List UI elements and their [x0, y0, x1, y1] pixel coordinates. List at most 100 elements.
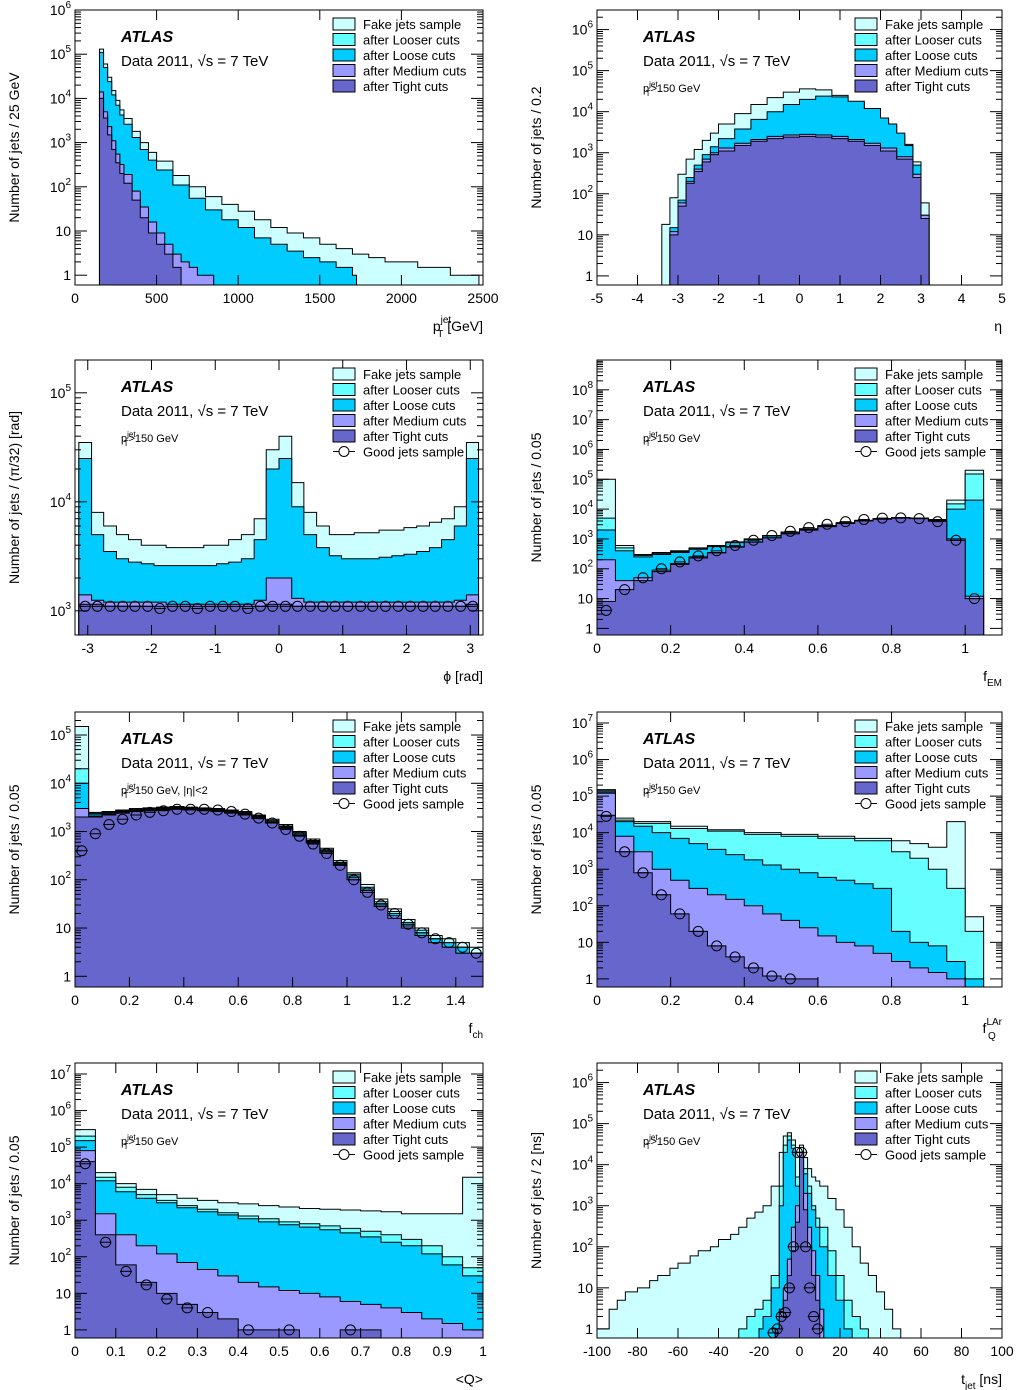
legend-swatch-loose [854, 398, 878, 412]
good-jets-marker [417, 600, 429, 612]
good-jets-marker [334, 859, 346, 871]
x-tick-label: 0 [593, 992, 601, 1008]
legend-swatch-looser [332, 383, 356, 396]
x-tick-label: 0 [796, 1343, 804, 1359]
y-tick-label: 105 [50, 1137, 72, 1155]
good-jets-marker [344, 1324, 356, 1336]
y-tick-label: 1 [585, 268, 593, 284]
legend-label-fake: Fake jets sample [885, 367, 983, 382]
good-jets-marker [129, 600, 141, 612]
legend-label-looser: after Looser cuts [363, 1086, 460, 1101]
good-jets-marker [266, 817, 278, 829]
histogram-tight [597, 517, 1002, 635]
histogram-tight [75, 808, 483, 987]
good-jets-marker [283, 1324, 295, 1336]
good-jets-marker [267, 600, 279, 612]
legend-label-loose: after Loose cuts [885, 750, 978, 765]
y-tick-label: 104 [572, 499, 594, 517]
good-jets-marker [747, 534, 759, 546]
x-tick-label: 2500 [467, 290, 498, 306]
good-jets-marker [144, 806, 156, 818]
y-tick-label: 1 [63, 1322, 71, 1338]
good-jets-marker [637, 572, 649, 584]
chart-panel-2: -5 -4 -3 -2 -1 0 1 2 3 4 5 1 10 102 103 104 105 106 Number… [528, 9, 1006, 334]
y-tick-label: 105 [572, 469, 594, 487]
legend-label-loose: after Loose cuts [885, 1101, 978, 1116]
x-tick-label: 0.6 [808, 992, 828, 1008]
x-tick-label: 3 [917, 290, 925, 306]
x-axis-label: fEM [983, 668, 1002, 689]
chart-panel-8: -100 -80 -60 -40 -20 0 20 40 60 80 100 1 10 102 103 104… [528, 1062, 1014, 1390]
legend-swatch-looser [854, 383, 878, 396]
data-label: Data 2011, √s = 7 TeV [121, 53, 268, 70]
atlas-label: ATLAS [642, 29, 695, 46]
y-tick-label: 102 [50, 177, 72, 195]
good-jets-marker [291, 600, 303, 612]
legend-label-loose: after Loose cuts [885, 398, 978, 413]
legend-label-looser: after Looser cuts [363, 735, 460, 750]
y-tick-label: 102 [572, 896, 594, 914]
x-tick-label: 500 [145, 290, 169, 306]
x-tick-label: -4 [631, 290, 644, 306]
good-jets-marker [779, 1307, 791, 1319]
good-jets-marker [766, 970, 778, 982]
y-tick-label: 105 [50, 383, 72, 401]
legend-swatch-loose [332, 398, 356, 412]
atlas-label: ATLAS [120, 731, 173, 748]
x-tick-label: 100 [990, 1343, 1014, 1359]
good-jets-marker [457, 941, 469, 953]
y-tick-label: 107 [572, 713, 594, 731]
y-tick-label: 103 [572, 859, 594, 877]
y-axis-label: Number of jets / 0.05 [6, 784, 22, 914]
legend-swatch-looser [854, 33, 878, 46]
y-tick-label: 103 [50, 822, 72, 840]
legend-swatch-tight [854, 781, 878, 795]
y-tick-label: 108 [572, 380, 594, 398]
legend-swatch-fake [854, 367, 878, 381]
histogram-loose [78, 457, 480, 635]
y-tick-label: 104 [572, 823, 594, 841]
histogram-tight [669, 135, 938, 285]
legend-swatch-fake [854, 719, 878, 733]
legend-swatch-looser [332, 1086, 356, 1099]
y-tick-label: 107 [50, 1064, 72, 1082]
good-jets-marker [181, 1302, 193, 1314]
x-tick-label: 0.9 [432, 1343, 452, 1359]
good-jets-marker [117, 600, 129, 612]
x-tick-label: 2000 [386, 290, 417, 306]
cut-label: pjet T>150 GeV [121, 430, 179, 448]
legend-swatch-looser [332, 33, 356, 46]
good-jets-marker [154, 603, 166, 615]
x-tick-label: -1 [753, 290, 766, 306]
x-axis-label: ϕ [rad] [443, 668, 483, 684]
x-tick-label: 40 [873, 1343, 889, 1359]
x-tick-label: -5 [591, 290, 604, 306]
good-jets-marker [307, 838, 319, 850]
good-jets-marker [784, 973, 796, 985]
good-jets-marker [342, 600, 354, 612]
good-jets-marker [442, 600, 454, 612]
chart-panel-4: 0 0.2 0.4 0.6 0.8 1 1 10 102 103 104 105 106 107 108 Nu… [528, 359, 1003, 689]
x-tick-label: 3 [466, 640, 474, 656]
data-label: Data 2011, √s = 7 TeV [121, 755, 268, 772]
x-tick-label: 1 [479, 1343, 487, 1359]
good-jets-marker [100, 1236, 112, 1248]
plot-area [661, 88, 938, 285]
good-jets-marker [130, 809, 142, 821]
good-jets-marker [655, 563, 667, 575]
good-jets-marker [242, 603, 254, 615]
good-jets-marker [796, 1146, 808, 1158]
histogram-tight [75, 1161, 402, 1338]
good-jets-marker [239, 808, 251, 820]
good-jets-marker [711, 545, 723, 557]
legend-swatch-medium [854, 414, 878, 427]
good-jets-marker [242, 1324, 254, 1336]
legend-swatch-medium [332, 1117, 356, 1130]
good-jets-marker [443, 937, 455, 949]
good-jets-marker [140, 1279, 152, 1291]
legend-swatch-medium [854, 766, 878, 779]
legend-label-good-jets: Good jets sample [885, 445, 986, 460]
legend-label-loose: after Loose cuts [363, 398, 456, 413]
y-tick-label: 106 [572, 750, 594, 768]
good-jets-marker [321, 848, 333, 860]
